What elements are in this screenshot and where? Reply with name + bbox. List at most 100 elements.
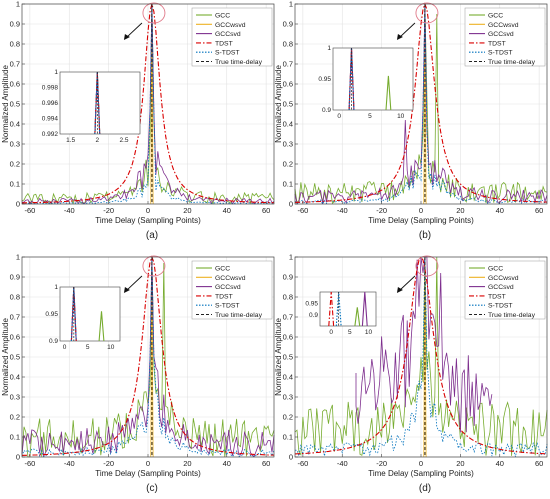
y-tick-label: 0.6 <box>283 333 293 342</box>
inset-y-tick-label: 0.9 <box>309 312 318 319</box>
legend-label: GCCwsvd <box>488 22 519 29</box>
peak-highlight-ellipse <box>142 2 166 24</box>
x-axis-label: Time Delay (Sampling Points) <box>368 216 474 225</box>
inset-x-tick-label: 0 <box>63 344 67 351</box>
series-line-tdst <box>21 3 274 204</box>
y-tick-label: 0.3 <box>10 393 20 402</box>
legend-label: TDST <box>215 40 233 47</box>
y-tick-label: 0.5 <box>10 100 20 109</box>
inset-box <box>319 291 377 327</box>
series-line-s-tdst <box>294 256 548 457</box>
y-axis-label: Normalized Amplitude <box>1 65 10 143</box>
legend-label: GCC <box>215 13 230 20</box>
x-tick-label: -20 <box>103 459 114 468</box>
inset-y-tick-label: 1 <box>54 69 58 76</box>
y-tick-label: 0.2 <box>10 160 20 169</box>
x-tick-label: 40 <box>223 206 231 215</box>
inset-x-tick-label: 2.5 <box>119 137 128 144</box>
inset-peak-gccsvd <box>361 291 368 327</box>
x-axis-label: Time Delay (Sampling Points) <box>368 469 474 478</box>
legend-label: GCC <box>215 266 230 273</box>
x-axis-label: Time Delay (Sampling Points) <box>95 469 201 478</box>
legend-label: GCC <box>488 266 503 273</box>
zoom-arrow <box>125 22 143 39</box>
inset-peak-s-tdst <box>348 47 355 111</box>
inset-y-tick-label: 0.996 <box>42 100 59 107</box>
inset-y-tick-label: 0.9 <box>322 107 331 114</box>
y-tick-label: 0.8 <box>283 40 293 49</box>
legend-label: True time-delay <box>488 59 536 66</box>
y-tick-label: 0.9 <box>10 20 20 29</box>
x-tick-label: -40 <box>337 459 348 468</box>
y-tick-label: 0.3 <box>283 140 293 149</box>
y-tick-label: 0.1 <box>10 180 20 189</box>
x-tick-label: 40 <box>496 206 504 215</box>
x-tick-label: 20 <box>456 459 464 468</box>
inset-x-tick-label: 10 <box>107 344 115 351</box>
legend-label: True time-delay <box>215 312 263 319</box>
panel-1: -60 -40 -20 0 20 40 60 0 0.1 0.2 0.3 0.4 0.5 0.6 0.7 0.… <box>1 0 275 241</box>
y-tick-label: 0.2 <box>283 413 293 422</box>
legend-label: GCCsvd <box>488 31 514 38</box>
y-tick-label: 0.9 <box>283 273 293 282</box>
x-tick-label: -20 <box>376 206 387 215</box>
x-tick-label: -60 <box>297 206 308 215</box>
zoom-arrow-head <box>396 287 403 293</box>
y-tick-label: 0.1 <box>283 433 293 442</box>
zoom-arrow <box>398 275 416 292</box>
series-line-s-tdst <box>21 256 275 458</box>
series-line-s-tdst <box>22 3 275 205</box>
y-tick-label: 0.7 <box>283 313 293 322</box>
x-tick-label: 0 <box>419 206 423 215</box>
y-tick-label: 0 <box>289 200 293 209</box>
inset-box <box>59 71 141 135</box>
y-tick-label: 0.7 <box>10 313 20 322</box>
y-axis-label: Normalized Amplitude <box>274 65 283 143</box>
y-tick-label: 1 <box>289 253 293 262</box>
inset-box <box>332 47 414 111</box>
x-tick-label: 60 <box>535 459 543 468</box>
inset-x-tick-label: 10 <box>365 329 373 336</box>
x-tick-label: 40 <box>496 459 504 468</box>
x-tick-label: -20 <box>103 206 114 215</box>
x-tick-label: -60 <box>24 206 35 215</box>
series-line-gccsvd <box>21 256 275 458</box>
inset-x-tick-label: 1.5 <box>66 137 75 144</box>
x-tick-label: 0 <box>419 459 423 468</box>
inset-x-tick-label: 5 <box>348 329 352 336</box>
y-tick-label: 0.8 <box>10 40 20 49</box>
legend-label: S-TDST <box>488 50 513 57</box>
inset-y-tick-label: 0.9 <box>49 338 58 345</box>
inset: 0 5 10 0.9 0.95 <box>305 291 377 336</box>
panel-label: (c) <box>146 483 158 494</box>
y-tick-label: 0.8 <box>283 293 293 302</box>
series-line-tdst <box>294 2 547 203</box>
y-tick-label: 1 <box>289 0 293 9</box>
x-tick-label: 0 <box>146 206 150 215</box>
inset-y-tick-label: 0.992 <box>42 131 59 138</box>
x-tick-label: 0 <box>146 459 150 468</box>
y-tick-label: 0.4 <box>10 120 20 129</box>
y-tick-label: 0.9 <box>283 20 293 29</box>
inset-peak-gcc <box>354 307 361 327</box>
inset-y-tick-label: 0.994 <box>42 116 59 123</box>
x-tick-label: 60 <box>262 206 270 215</box>
legend-box <box>191 260 273 320</box>
legend-label: True time-delay <box>215 59 263 66</box>
y-tick-label: 0.5 <box>283 100 293 109</box>
y-tick-label: 0.4 <box>283 120 293 129</box>
zoom-arrow <box>398 22 416 39</box>
legend-label: GCCwsvd <box>488 275 519 282</box>
inset-box <box>59 286 121 342</box>
y-axis-label: Normalized Amplitude <box>274 318 283 396</box>
y-tick-label: 0.2 <box>283 160 293 169</box>
legend-label: S-TDST <box>488 303 513 310</box>
y-tick-label: 0.7 <box>10 60 20 69</box>
series-line-tdst <box>294 255 548 455</box>
legend-label: GCCsvd <box>488 284 514 291</box>
x-tick-label: 60 <box>535 206 543 215</box>
x-tick-label: -60 <box>24 459 35 468</box>
x-axis-label: Time Delay (Sampling Points) <box>95 216 201 225</box>
